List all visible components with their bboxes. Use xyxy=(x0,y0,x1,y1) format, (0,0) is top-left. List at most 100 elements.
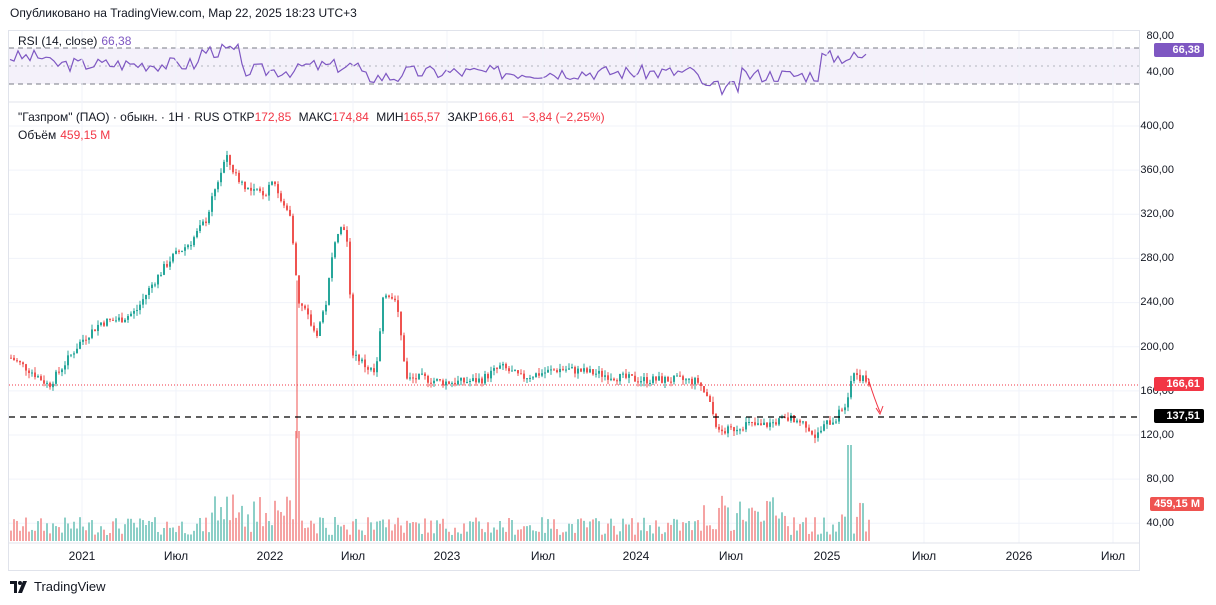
volume-bar xyxy=(652,533,654,541)
candle-body xyxy=(850,381,852,398)
volume-bar xyxy=(343,524,345,541)
candle-body xyxy=(196,230,198,238)
volume-bar xyxy=(817,534,819,541)
candle-body xyxy=(229,155,231,165)
arrow-line[interactable] xyxy=(867,377,881,413)
symbol-name: "Газпром" (ПАО) · обыкн. · 1Н · RUS xyxy=(18,110,220,124)
volume-bar xyxy=(178,525,180,541)
candle-body xyxy=(835,421,837,423)
volume-bar xyxy=(22,526,24,541)
candle-body xyxy=(262,191,264,196)
price-tick: 320,00 xyxy=(1140,208,1174,220)
candle-body xyxy=(388,295,390,297)
volume-bar xyxy=(748,508,750,541)
volume-bar xyxy=(79,517,81,541)
candle-body xyxy=(37,376,39,378)
candle-body xyxy=(862,375,864,382)
volume-bar xyxy=(535,531,537,541)
volume-bar xyxy=(640,530,642,541)
candle-body xyxy=(703,385,705,393)
symbol-legend[interactable]: "Газпром" (ПАО) · обыкн. · 1Н · RUS ОТКР… xyxy=(18,110,609,124)
time-tick: Июл xyxy=(1100,549,1126,563)
candle-body xyxy=(538,373,540,376)
volume-bar xyxy=(616,534,618,541)
volume-bar xyxy=(136,527,138,541)
volume-bar xyxy=(751,507,753,541)
volume-bar xyxy=(37,521,39,541)
volume-bar xyxy=(619,531,621,541)
candle-body xyxy=(751,421,753,423)
volume-bar xyxy=(550,528,552,541)
time-tick: Июл xyxy=(340,549,366,563)
volume-bar xyxy=(328,534,330,541)
candle-body xyxy=(856,373,858,375)
candle-body xyxy=(139,304,141,311)
candle-body xyxy=(451,382,453,384)
volume-bar xyxy=(355,518,357,541)
volume-bar xyxy=(733,529,735,541)
volume-bar xyxy=(421,533,423,541)
volume-bar xyxy=(295,431,297,541)
candle-body xyxy=(343,227,345,231)
volume-bar xyxy=(13,519,15,541)
rsi-legend[interactable]: RSI (14, close) 66,38 xyxy=(18,34,131,48)
volume-bar xyxy=(385,527,387,541)
candle-body xyxy=(163,264,165,275)
candle-body xyxy=(685,379,687,381)
candle-body xyxy=(193,237,195,246)
volume-bar xyxy=(793,517,795,541)
volume-bar xyxy=(598,521,600,541)
volume-bar xyxy=(202,531,204,541)
volume-bar xyxy=(181,521,183,541)
volume-bar xyxy=(811,531,813,541)
volume-bar xyxy=(673,518,675,541)
candle-body xyxy=(106,318,108,326)
volume-bar xyxy=(469,521,471,541)
time-tick: Июл xyxy=(163,549,189,563)
volume-bar xyxy=(361,530,363,541)
rsi-value-tag: 66,38 xyxy=(1154,43,1204,57)
volume-bar xyxy=(229,520,231,541)
volume-bar xyxy=(529,525,531,541)
volume-bar xyxy=(724,505,726,541)
volume-bar xyxy=(664,532,666,541)
candle-body xyxy=(463,377,465,383)
candle-body xyxy=(298,275,300,304)
candle-body xyxy=(517,370,519,374)
volume-bar xyxy=(331,534,333,541)
volume-bar xyxy=(745,521,747,541)
candlesticks xyxy=(10,150,870,444)
volume-legend[interactable]: Объём 459,15 M xyxy=(18,128,110,142)
candle-body xyxy=(415,378,417,380)
tradingview-logo[interactable]: TradingView xyxy=(10,579,106,594)
volume-bar xyxy=(715,529,717,541)
candle-body xyxy=(604,375,606,377)
candle-body xyxy=(52,383,54,388)
candle-body xyxy=(148,288,150,296)
volume-bar xyxy=(52,523,54,541)
price-tick: 120,00 xyxy=(1140,429,1174,441)
chart-frame[interactable] xyxy=(8,30,1140,571)
last-price-tag: 166,61 xyxy=(1154,377,1204,391)
volume-bar xyxy=(544,532,546,541)
candle-body xyxy=(808,427,810,431)
volume-bar xyxy=(772,497,774,541)
candle-body xyxy=(514,370,516,372)
candle-body xyxy=(619,374,621,382)
candle-body xyxy=(739,429,741,431)
candle-body xyxy=(370,368,372,370)
candle-body xyxy=(292,215,294,244)
volume-bar xyxy=(703,505,705,541)
volume-bar xyxy=(520,529,522,541)
price-tick: 80,00 xyxy=(1146,473,1174,485)
volume-bar xyxy=(415,522,417,541)
volume-bar xyxy=(121,533,123,541)
volume-bar xyxy=(364,534,366,541)
volume-bar xyxy=(523,526,525,541)
volume-bar xyxy=(628,524,630,541)
candle-body xyxy=(499,365,501,369)
volume-bar xyxy=(280,511,282,541)
candle-body xyxy=(424,373,426,376)
candle-body xyxy=(745,422,747,430)
